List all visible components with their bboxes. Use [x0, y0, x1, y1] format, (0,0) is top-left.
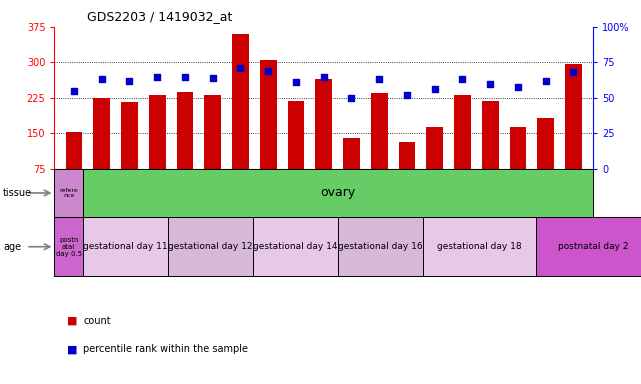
Bar: [54, 169, 83, 217]
Bar: [399, 142, 415, 169]
Point: [208, 75, 218, 81]
Point: [429, 86, 440, 93]
Text: gestational day 11: gestational day 11: [83, 242, 168, 251]
Bar: [168, 217, 253, 276]
Bar: [83, 217, 168, 276]
Point: [291, 79, 301, 85]
Point: [540, 78, 551, 84]
Bar: [454, 94, 470, 169]
Point: [485, 81, 495, 87]
Bar: [482, 101, 499, 169]
Bar: [65, 132, 82, 169]
Point: [513, 83, 523, 89]
Text: ovary: ovary: [320, 187, 356, 199]
Point: [457, 76, 467, 83]
Text: postn
atal
day 0.5: postn atal day 0.5: [56, 237, 81, 257]
Bar: [371, 93, 388, 169]
Text: GDS2203 / 1419032_at: GDS2203 / 1419032_at: [87, 10, 232, 23]
Bar: [54, 217, 83, 276]
Bar: [94, 98, 110, 169]
Bar: [315, 79, 332, 169]
Bar: [260, 60, 276, 169]
Bar: [288, 101, 304, 169]
Bar: [177, 92, 193, 169]
Point: [124, 78, 135, 84]
Text: ■: ■: [67, 316, 78, 326]
Bar: [537, 118, 554, 169]
Point: [235, 65, 246, 71]
Bar: [121, 102, 138, 169]
Point: [346, 95, 356, 101]
Point: [319, 74, 329, 80]
Bar: [343, 138, 360, 169]
Text: ■: ■: [67, 344, 78, 354]
Text: gestational day 16: gestational day 16: [338, 242, 422, 251]
Bar: [204, 94, 221, 169]
Point: [152, 74, 162, 80]
Point: [97, 76, 107, 83]
Bar: [232, 34, 249, 169]
Point: [69, 88, 79, 94]
Text: gestational day 14: gestational day 14: [253, 242, 338, 251]
Bar: [253, 217, 338, 276]
Point: [263, 68, 273, 74]
Text: age: age: [3, 242, 21, 252]
Text: count: count: [83, 316, 111, 326]
Text: gestational day 12: gestational day 12: [168, 242, 253, 251]
Text: postnatal day 2: postnatal day 2: [558, 242, 628, 251]
Text: refere
nce: refere nce: [59, 187, 78, 199]
Point: [402, 92, 412, 98]
Text: gestational day 18: gestational day 18: [437, 242, 522, 251]
Bar: [510, 127, 526, 169]
Point: [569, 69, 579, 75]
Bar: [426, 127, 443, 169]
Point: [374, 76, 385, 83]
Bar: [565, 64, 582, 169]
Text: percentile rank within the sample: percentile rank within the sample: [83, 344, 248, 354]
Text: tissue: tissue: [3, 188, 32, 198]
Point: [180, 74, 190, 80]
Bar: [423, 217, 537, 276]
Bar: [338, 217, 423, 276]
Bar: [537, 217, 641, 276]
Bar: [149, 94, 165, 169]
